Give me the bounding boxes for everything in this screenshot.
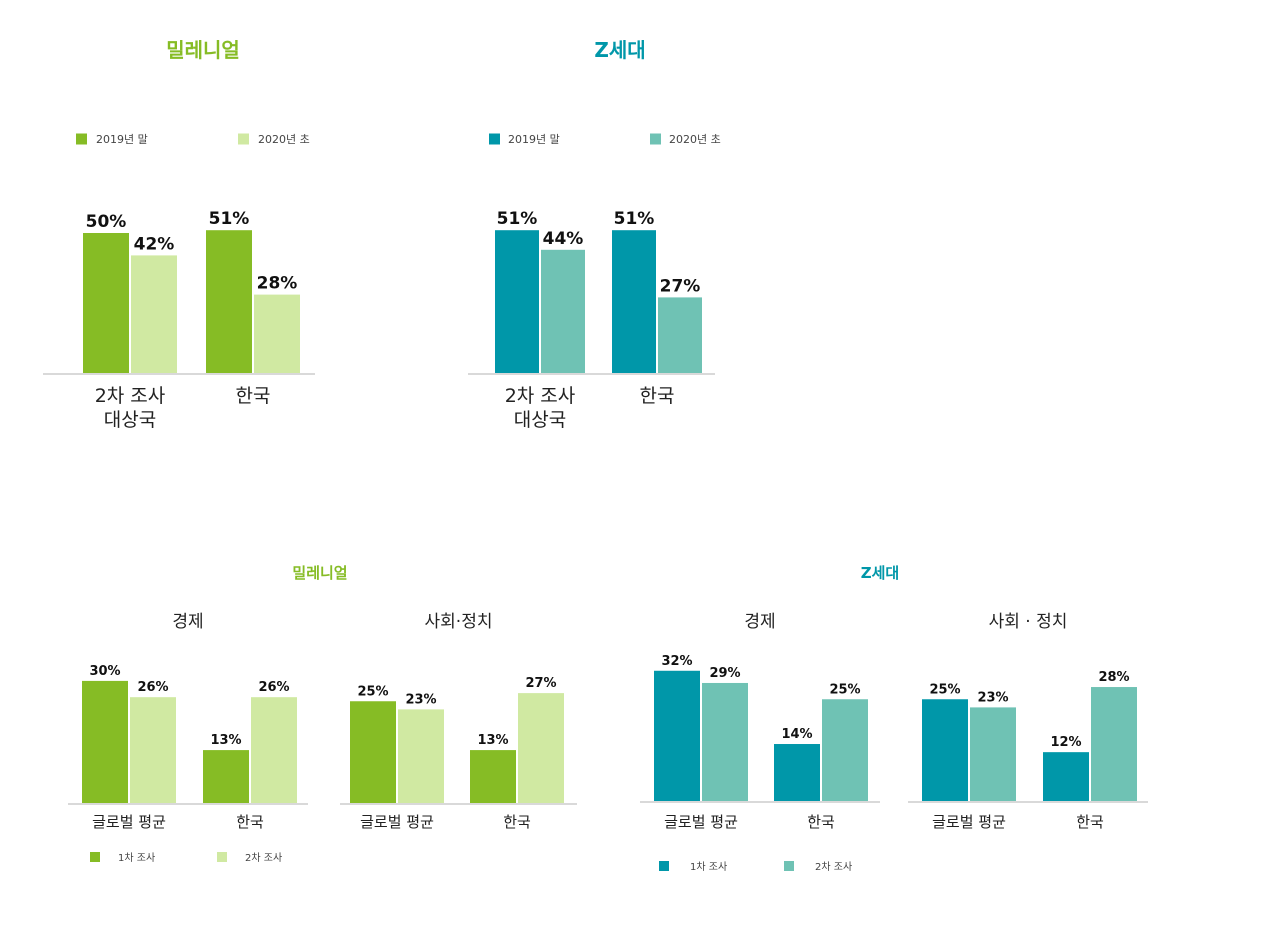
category-label: 2차 조사 (505, 385, 576, 407)
category-label: 한국 (236, 813, 264, 831)
bar-value-label: 32% (661, 654, 692, 669)
bar (206, 230, 252, 373)
bottom-genz-title: Z세대 (861, 564, 899, 582)
bar-value-label: 27% (660, 276, 701, 296)
legend-swatch (217, 852, 227, 862)
bar (130, 697, 176, 803)
chart-title: 경제 (172, 612, 203, 632)
bar-value-label: 12% (1050, 735, 1081, 750)
bar (203, 750, 249, 803)
legend-swatch (784, 861, 794, 871)
bar-value-label: 25% (929, 682, 960, 697)
bar (398, 709, 444, 803)
category-label: 대상국 (104, 409, 156, 431)
legend-label: 1차 조사 (118, 852, 155, 864)
bar-value-label: 28% (257, 274, 298, 294)
legend-swatch (90, 852, 100, 862)
bar (541, 249, 585, 373)
bar (1091, 687, 1137, 801)
bar-value-label: 51% (614, 209, 655, 229)
bar-value-label: 27% (525, 676, 556, 691)
bar (82, 680, 128, 803)
top-millennial-title: 밀레니얼 (166, 38, 240, 62)
category-label: 한국 (807, 813, 835, 831)
bar-value-label: 50% (86, 212, 127, 232)
category-label: 한국 (1076, 813, 1104, 831)
chart-title: 사회·정치 (425, 612, 493, 632)
bar-value-label: 42% (134, 234, 175, 254)
category-label: 글로벌 평균 (360, 813, 434, 831)
chart-title: 경제 (744, 612, 775, 632)
category-label: 글로벌 평균 (92, 813, 166, 831)
legend-label: 2020년 초 (258, 133, 310, 146)
bar-value-label: 23% (977, 690, 1008, 705)
bar (822, 699, 868, 801)
bar (131, 255, 177, 373)
bar (518, 693, 564, 803)
bar-value-label: 44% (543, 229, 584, 249)
bar-value-label: 29% (709, 666, 740, 681)
bar (922, 699, 968, 801)
bar-value-label: 13% (477, 733, 508, 748)
bar-value-label: 14% (781, 727, 812, 742)
legend-swatch (650, 133, 661, 145)
bar-value-label: 23% (405, 692, 436, 707)
bar (470, 750, 516, 803)
top-genz-title: Z세대 (594, 38, 645, 62)
bar (251, 697, 297, 803)
legend-swatch (489, 133, 500, 145)
legend-label: 2019년 말 (96, 133, 148, 146)
bar-value-label: 28% (1098, 670, 1129, 685)
legend-swatch (238, 133, 249, 145)
bar (612, 230, 656, 373)
category-label: 한국 (503, 813, 531, 831)
category-label: 글로벌 평균 (664, 813, 738, 831)
bar (1043, 752, 1089, 801)
bar (350, 701, 396, 803)
bar-value-label: 13% (210, 733, 241, 748)
legend-swatch (659, 861, 669, 871)
chart-title: 사회 · 정치 (989, 612, 1068, 632)
bar-value-label: 51% (209, 209, 250, 229)
category-label: 한국 (640, 385, 675, 407)
bar (495, 230, 539, 373)
bar (654, 670, 700, 801)
legend-label: 2차 조사 (245, 852, 282, 864)
legend-label: 2020년 초 (669, 133, 721, 146)
bar (254, 294, 300, 373)
bar-value-label: 25% (357, 684, 388, 699)
bar (83, 233, 129, 373)
bar (774, 744, 820, 801)
legend-swatch (76, 133, 87, 145)
category-label: 대상국 (514, 409, 566, 431)
bar-value-label: 51% (497, 209, 538, 229)
legend-label: 2019년 말 (508, 133, 560, 146)
bar (970, 707, 1016, 801)
legend-label: 1차 조사 (690, 861, 727, 873)
bar (658, 297, 702, 373)
category-label: 글로벌 평균 (932, 813, 1006, 831)
bar-value-label: 30% (89, 664, 120, 679)
bar-value-label: 26% (137, 680, 168, 695)
bar (702, 682, 748, 801)
category-label: 한국 (236, 385, 271, 407)
bottom-millennial-title: 밀레니얼 (292, 564, 347, 582)
category-label: 2차 조사 (95, 385, 166, 407)
bar-value-label: 25% (829, 682, 860, 697)
legend-label: 2차 조사 (815, 861, 852, 873)
bar-value-label: 26% (258, 680, 289, 695)
